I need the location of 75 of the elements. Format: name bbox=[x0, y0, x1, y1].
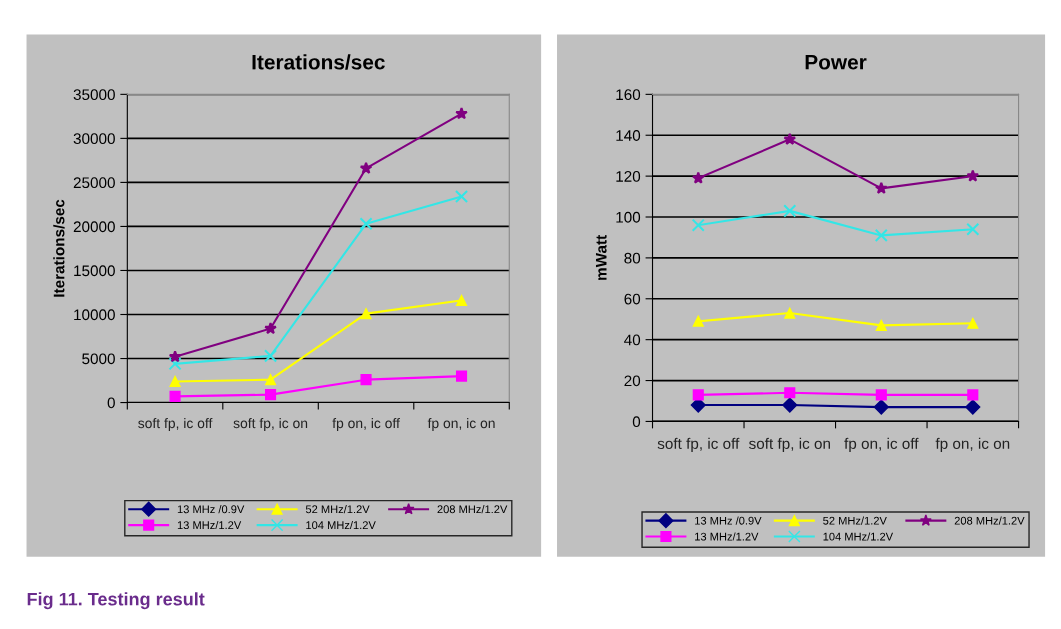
point bbox=[691, 171, 705, 184]
point bbox=[967, 317, 979, 329]
point bbox=[875, 389, 887, 401]
legend-label: 52 MHz/1.2V bbox=[823, 516, 887, 525]
y-tick-label: 60 bbox=[624, 293, 641, 305]
point bbox=[169, 390, 181, 402]
x-tick-label: soft fp, ic off bbox=[657, 437, 740, 453]
legend-label: 104 MHz/1.2V bbox=[306, 520, 376, 530]
caption: Fig 11. Testing result bbox=[27, 592, 205, 610]
legend-label: 104 MHz/1.2V bbox=[823, 532, 894, 541]
point bbox=[264, 321, 277, 335]
point bbox=[873, 399, 889, 415]
y-tick-label: 10000 bbox=[74, 309, 115, 321]
x-tick-label: soft fp, ic on bbox=[749, 437, 830, 453]
legend-label: 208 MHz/1.2V bbox=[954, 516, 1025, 525]
y-tick-label: 25000 bbox=[73, 177, 115, 189]
chart-title: Iterations/sec bbox=[252, 54, 385, 70]
legend-label: 208 MHz/1.2V bbox=[437, 505, 508, 514]
x-tick-label: fp on, ic off bbox=[844, 437, 919, 453]
y-tick-label: 0 bbox=[107, 397, 115, 409]
x-tick-label: soft fp, ic off bbox=[138, 417, 213, 431]
point bbox=[455, 107, 468, 120]
point bbox=[692, 315, 704, 327]
point bbox=[454, 189, 469, 204]
point bbox=[359, 161, 373, 174]
y-tick-label: 120 bbox=[616, 170, 641, 182]
point bbox=[965, 399, 981, 415]
point bbox=[168, 357, 182, 371]
y-axis-title: Iterations/sec bbox=[53, 199, 65, 297]
legend-label: 13 MHz/1.2V bbox=[177, 520, 242, 530]
point bbox=[784, 307, 796, 319]
legend-label: 52 MHz/1.2V bbox=[305, 505, 370, 514]
y-tick-label: 15000 bbox=[74, 265, 115, 277]
point bbox=[359, 217, 373, 231]
y-tick-label: 40 bbox=[624, 334, 641, 346]
point bbox=[874, 181, 888, 194]
point bbox=[783, 204, 797, 218]
x-tick-label: fp on, ic on bbox=[935, 437, 1010, 453]
y-tick-label: 100 bbox=[616, 211, 641, 223]
x-tick-label: fp on, ic on bbox=[427, 417, 495, 431]
legend-label: 13 MHz /0.9V bbox=[695, 516, 762, 525]
point bbox=[966, 169, 980, 182]
point bbox=[874, 228, 888, 242]
y-tick-label: 140 bbox=[616, 130, 641, 141]
point bbox=[168, 350, 182, 363]
point bbox=[169, 375, 181, 387]
point bbox=[692, 389, 704, 401]
y-tick-label: 30000 bbox=[73, 133, 115, 145]
legend-label: 13 MHz /0.9V bbox=[177, 505, 245, 514]
point bbox=[966, 222, 980, 236]
point bbox=[782, 397, 798, 413]
y-tick-label: 160 bbox=[616, 89, 641, 101]
y-tick-label: 20 bbox=[624, 375, 641, 387]
point bbox=[455, 370, 468, 382]
point bbox=[784, 387, 796, 399]
chart-title: Power bbox=[805, 55, 867, 70]
point bbox=[360, 374, 372, 386]
point bbox=[264, 389, 277, 401]
point bbox=[264, 374, 277, 386]
legend-label: 13 MHz/1.2V bbox=[695, 532, 759, 541]
y-tick-label: 0 bbox=[632, 416, 641, 428]
x-tick-label: soft fp, ic on bbox=[233, 417, 308, 431]
point bbox=[875, 319, 887, 331]
y-tick-label: 5000 bbox=[82, 353, 115, 365]
y-tick-label: 20000 bbox=[73, 221, 115, 233]
point bbox=[691, 218, 705, 232]
y-tick-label: 35000 bbox=[73, 89, 115, 101]
point bbox=[263, 349, 278, 363]
point bbox=[455, 294, 468, 306]
point bbox=[783, 132, 797, 145]
point bbox=[360, 308, 372, 320]
y-tick-label: 80 bbox=[624, 252, 641, 264]
y-axis-title: mWatt bbox=[595, 235, 607, 280]
x-tick-label: fp on, ic off bbox=[332, 417, 400, 431]
point bbox=[967, 389, 979, 401]
